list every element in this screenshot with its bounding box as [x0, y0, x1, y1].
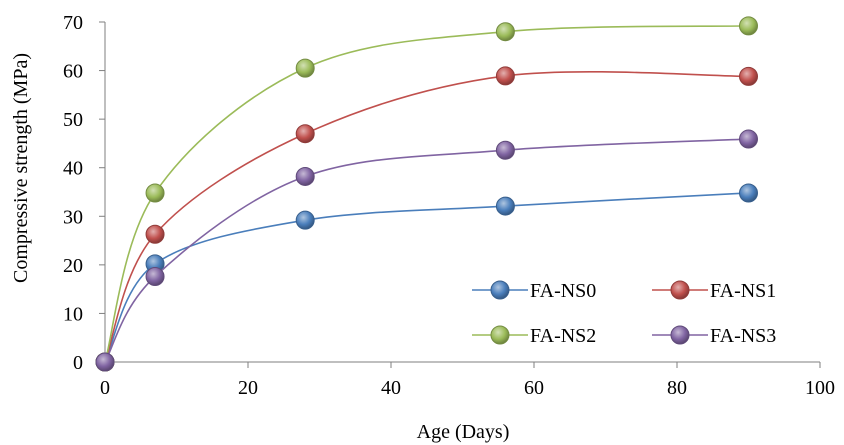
- data-point: [295, 58, 315, 78]
- y-tick-label: 60: [63, 61, 83, 83]
- series-line: [104, 138, 749, 363]
- data-point: [145, 267, 165, 287]
- legend-label: FA-NS3: [710, 325, 776, 347]
- x-tick-label: 0: [100, 377, 110, 399]
- series-FA-NS2: [95, 16, 758, 372]
- y-tick-label: 30: [63, 206, 83, 228]
- legend-marker: [670, 280, 690, 300]
- data-point: [145, 224, 165, 244]
- series-line: [104, 192, 749, 363]
- y-tick-label: 40: [63, 158, 83, 180]
- y-tick-label: 10: [63, 303, 83, 325]
- legend-label: FA-NS0: [530, 280, 596, 302]
- x-tick-label: 60: [524, 377, 544, 399]
- y-tick-label: 50: [63, 109, 83, 131]
- x-tick-label: 20: [238, 377, 258, 399]
- legend-item: FA-NS2: [472, 325, 596, 347]
- axes: 0 20 40 60 80 100 0 10 20 30 40 50 60 70: [63, 12, 835, 399]
- legend-item: FA-NS1: [652, 280, 776, 302]
- series-FA-NS3: [95, 129, 758, 372]
- series-FA-NS1: [95, 66, 758, 372]
- data-point: [739, 129, 758, 149]
- y-tick-label: 70: [63, 12, 83, 34]
- data-point: [495, 140, 515, 160]
- x-tick-label: 80: [667, 377, 687, 399]
- data-point: [295, 166, 315, 186]
- data-point: [495, 66, 515, 86]
- legend-marker: [490, 280, 510, 300]
- data-point: [495, 22, 515, 42]
- x-tick-label: 40: [381, 377, 401, 399]
- series-layer: [95, 16, 758, 372]
- series-FA-NS0: [95, 183, 758, 372]
- series-line: [104, 70, 749, 363]
- data-point: [295, 210, 315, 230]
- legend-label: FA-NS1: [710, 280, 776, 302]
- legend-item: FA-NS3: [652, 325, 776, 347]
- legend-marker: [490, 325, 510, 345]
- data-point: [95, 352, 115, 372]
- y-tick-label: 0: [73, 352, 83, 374]
- legend: FA-NS0 FA-NS1 FA-NS2 FA-NS3: [472, 280, 776, 347]
- data-point: [739, 183, 758, 203]
- data-point: [295, 124, 315, 144]
- legend-marker: [670, 325, 690, 345]
- data-point: [739, 16, 758, 36]
- series-line: [104, 25, 749, 363]
- data-point: [495, 196, 515, 216]
- y-tick-label: 20: [63, 255, 83, 277]
- data-point: [145, 183, 165, 203]
- data-point: [739, 66, 758, 86]
- legend-item: FA-NS0: [472, 280, 596, 302]
- x-axis-title: Age (Days): [417, 421, 510, 443]
- x-tick-label: 100: [805, 377, 835, 399]
- y-axis-title: Compressive strength (MPa): [10, 53, 32, 283]
- legend-label: FA-NS2: [530, 325, 596, 347]
